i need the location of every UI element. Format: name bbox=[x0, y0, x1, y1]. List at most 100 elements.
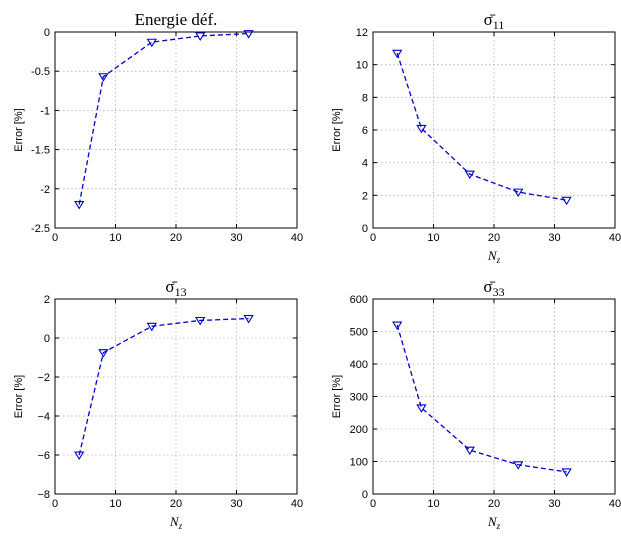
data-point bbox=[146, 322, 157, 332]
chart-title-subscript: 33 bbox=[493, 285, 505, 299]
x-tick-label: 30 bbox=[230, 232, 242, 244]
data-point bbox=[195, 32, 206, 41]
data-point bbox=[392, 49, 403, 59]
y-tick-label: −6 bbox=[37, 450, 50, 462]
chart-title-main: σ̄ bbox=[483, 277, 495, 296]
chart-panel-2: 0 10 20 30 40 0 2 4 6 8 10 12 Error [%] σ̄11 Nz bbox=[331, 10, 621, 265]
y-tick-label: -2.5 bbox=[31, 223, 50, 235]
x-tick-label: 10 bbox=[109, 232, 121, 244]
y-axis-label: Error [%] bbox=[331, 375, 343, 418]
y-tick-label: 400 bbox=[350, 359, 368, 371]
x-tick-label: 10 bbox=[109, 498, 121, 510]
x-tick-label: 20 bbox=[170, 498, 182, 510]
data-point bbox=[146, 38, 157, 48]
y-tick-label: 2 bbox=[44, 294, 50, 306]
x-axis-label: Nz bbox=[487, 514, 501, 531]
x-tick-label: 10 bbox=[427, 498, 439, 510]
y-tick-label: -1.5 bbox=[31, 145, 50, 157]
data-point bbox=[243, 30, 254, 39]
y-tick-label: 0 bbox=[44, 27, 50, 39]
x-tick-label: 40 bbox=[291, 498, 303, 510]
chart-title: σ̄13 bbox=[165, 277, 186, 299]
x-tick-label: 0 bbox=[52, 232, 58, 244]
series-line bbox=[396, 53, 567, 201]
x-axis-label-subscript: z bbox=[178, 521, 183, 531]
series-line bbox=[78, 317, 249, 456]
data-point bbox=[513, 461, 524, 470]
axes-frame bbox=[372, 31, 616, 229]
x-tick-label: 20 bbox=[170, 232, 182, 244]
data-point bbox=[195, 316, 206, 326]
y-tick-label: 0 bbox=[362, 489, 368, 501]
y-tick-label: 4 bbox=[362, 158, 368, 170]
series-line bbox=[396, 324, 567, 473]
y-tick-label: 500 bbox=[350, 327, 368, 339]
y-tick-label: 6 bbox=[362, 125, 368, 137]
x-axis-label: Nz bbox=[169, 514, 183, 531]
data-point bbox=[74, 200, 85, 210]
chart-panel-1: 0 10 20 30 40 -2.5 -2 -1.5 -1 -0.5 0 Error [%] Energ… bbox=[13, 10, 303, 244]
chart-title-subscript: 13 bbox=[175, 285, 187, 299]
x-axis-label-main: N bbox=[487, 514, 498, 529]
data-point bbox=[416, 124, 427, 134]
data-point bbox=[561, 468, 572, 477]
x-axis-label: Nz bbox=[487, 248, 501, 265]
y-tick-label: -1 bbox=[40, 105, 50, 117]
y-tick-label: 12 bbox=[356, 27, 368, 39]
x-tick-label: 30 bbox=[230, 498, 242, 510]
x-axis-label-subscript: z bbox=[496, 255, 501, 265]
x-tick-label: 40 bbox=[291, 232, 303, 244]
x-axis-label-main: N bbox=[169, 514, 180, 529]
x-tick-label: 30 bbox=[548, 232, 560, 244]
x-axis-label-subscript: z bbox=[496, 521, 501, 531]
y-axis-label: Error [%] bbox=[13, 375, 25, 418]
chart-panel-3: 0 10 20 30 40 −8 −6 −4 −2 0 2 Error [%] σ̄13 Nz bbox=[13, 277, 303, 531]
chart-title: Energie déf. bbox=[135, 10, 218, 29]
data-point bbox=[74, 451, 85, 461]
x-tick-label: 40 bbox=[609, 498, 621, 510]
y-tick-label: -2 bbox=[40, 184, 50, 196]
axes-frame bbox=[54, 298, 298, 495]
x-tick-label: 0 bbox=[52, 498, 58, 510]
y-tick-label: 200 bbox=[350, 424, 368, 436]
y-tick-label: 0 bbox=[44, 333, 50, 345]
data-point bbox=[243, 315, 254, 324]
y-tick-label: 600 bbox=[350, 294, 368, 306]
x-tick-label: 0 bbox=[370, 232, 376, 244]
y-tick-label: 300 bbox=[350, 392, 368, 404]
chart-title: σ̄11 bbox=[484, 10, 505, 32]
y-tick-label: 0 bbox=[362, 223, 368, 235]
y-tick-label: 100 bbox=[350, 457, 368, 469]
data-point bbox=[464, 170, 475, 180]
chart-title: σ̄33 bbox=[483, 277, 504, 299]
x-axis-label-main: N bbox=[487, 248, 498, 263]
y-tick-label: 10 bbox=[356, 60, 368, 72]
y-tick-label: 2 bbox=[362, 190, 368, 202]
y-tick-label: −4 bbox=[37, 411, 50, 423]
chart-title-main: σ̄ bbox=[165, 277, 177, 296]
y-tick-label: −2 bbox=[37, 372, 50, 384]
axes-frame bbox=[54, 31, 298, 229]
x-tick-label: 20 bbox=[488, 232, 500, 244]
data-point bbox=[416, 404, 427, 413]
axes-frame bbox=[372, 298, 616, 495]
data-point bbox=[561, 196, 572, 206]
y-tick-label: 8 bbox=[362, 92, 368, 104]
data-point bbox=[98, 73, 109, 82]
data-point bbox=[513, 188, 524, 198]
x-tick-label: 10 bbox=[427, 232, 439, 244]
y-axis-label: Error [%] bbox=[13, 108, 25, 151]
x-tick-label: 30 bbox=[548, 498, 560, 510]
y-tick-label: -0.5 bbox=[31, 66, 50, 78]
chart-title-main: σ̄ bbox=[484, 10, 496, 29]
x-tick-label: 20 bbox=[488, 498, 500, 510]
y-tick-label: −8 bbox=[37, 489, 50, 501]
chart-title-subscript: 11 bbox=[493, 18, 505, 32]
data-point bbox=[392, 321, 403, 331]
data-point bbox=[98, 349, 109, 358]
y-axis-label: Error [%] bbox=[331, 108, 343, 151]
x-tick-label: 0 bbox=[370, 498, 376, 510]
data-point bbox=[464, 446, 475, 456]
